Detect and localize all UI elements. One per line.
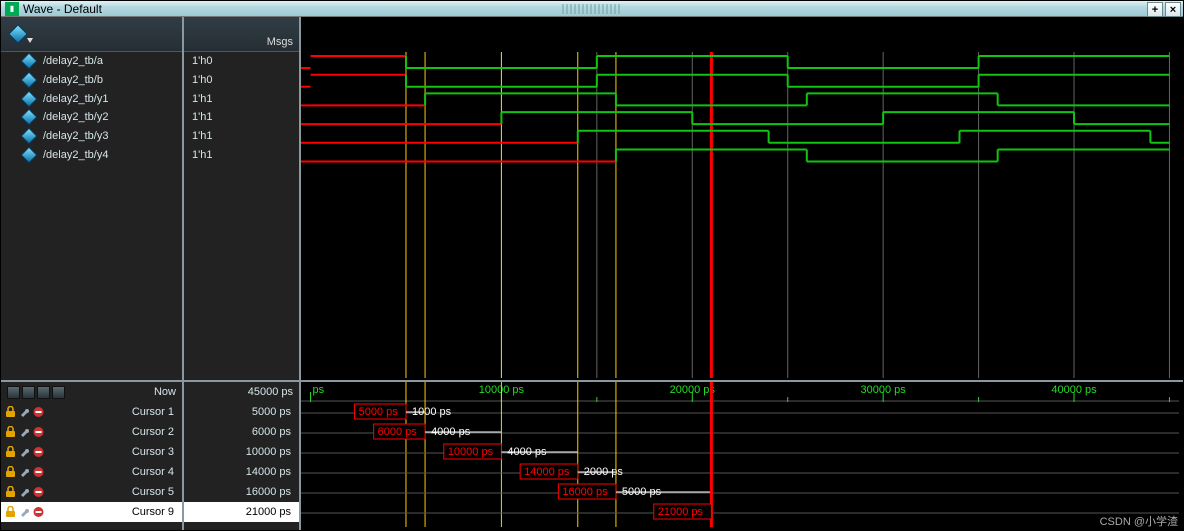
wrench-icon[interactable] xyxy=(19,506,30,518)
wrench-icon[interactable] xyxy=(19,406,30,418)
cursor-value: 16000 ps xyxy=(184,482,299,502)
signal-name: /delay2_tb/a xyxy=(43,55,103,67)
signal-value: 1'h0 xyxy=(184,71,299,90)
now-label: Now xyxy=(154,386,176,398)
remove-icon[interactable] xyxy=(33,506,44,518)
cursor-value: 6000 ps xyxy=(184,422,299,442)
app-icon: ▮ xyxy=(5,2,19,16)
svg-text:5000 ps: 5000 ps xyxy=(359,406,399,418)
svg-text:4000 ps: 4000 ps xyxy=(507,446,547,458)
maximize-button[interactable]: + xyxy=(1147,2,1163,17)
cursor-row[interactable]: Cursor 3 xyxy=(1,442,182,462)
svg-text:14000 ps: 14000 ps xyxy=(524,466,570,478)
cursor-label: Cursor 5 xyxy=(50,486,182,498)
cursor-label: Cursor 2 xyxy=(50,426,182,438)
wrench-icon[interactable] xyxy=(19,446,30,458)
signal-row[interactable]: /delay2_tb/y2 xyxy=(1,108,182,127)
signal-name: /delay2_tb/y3 xyxy=(43,130,108,142)
signal-row[interactable]: /delay2_tb/b xyxy=(1,71,182,90)
signal-value: 1'h1 xyxy=(184,145,299,164)
cursor-label: Cursor 1 xyxy=(50,406,182,418)
cursor-label: Cursor 4 xyxy=(50,466,182,478)
waveform-panel[interactable] xyxy=(301,17,1183,380)
cursor-labels-panel: Now Cursor 1 Cursor 2 Cursor 3 Cursor 4 xyxy=(1,382,184,530)
cursor-values-panel: 45000 ps 5000 ps6000 ps10000 ps14000 ps1… xyxy=(184,382,301,530)
tool-btn-2[interactable] xyxy=(22,386,35,399)
values-header: Msgs xyxy=(184,17,299,52)
wrench-icon[interactable] xyxy=(19,466,30,478)
window-title: Wave - Default xyxy=(23,2,102,16)
svg-text:4000 ps: 4000 ps xyxy=(431,426,471,438)
signal-name: /delay2_tb/y4 xyxy=(43,149,108,161)
cursor-row[interactable]: Cursor 4 xyxy=(1,462,182,482)
lock-icon[interactable] xyxy=(5,466,16,478)
svg-text:5000 ps: 5000 ps xyxy=(622,486,662,498)
svg-text:21000 ps: 21000 ps xyxy=(658,506,704,518)
svg-text:1000 ps: 1000 ps xyxy=(412,406,452,418)
remove-icon[interactable] xyxy=(33,406,44,418)
tool-btn-1[interactable] xyxy=(7,386,20,399)
signal-value: 1'h1 xyxy=(184,108,299,127)
titlebar-grip[interactable] xyxy=(562,4,622,14)
signal-name: /delay2_tb/y2 xyxy=(43,111,108,123)
cursor-row[interactable]: Cursor 9 xyxy=(1,502,182,522)
close-button[interactable]: × xyxy=(1165,2,1181,17)
lock-icon[interactable] xyxy=(5,406,16,418)
svg-text:6000 ps: 6000 ps xyxy=(378,426,418,438)
cursor-value: 21000 ps xyxy=(184,502,299,522)
signal-icon xyxy=(21,128,38,145)
svg-text:16000 ps: 16000 ps xyxy=(562,486,608,498)
remove-icon[interactable] xyxy=(33,466,44,478)
cursor-row[interactable]: Cursor 2 xyxy=(1,422,182,442)
tool-btn-4[interactable] xyxy=(52,386,65,399)
svg-text:10000 ps: 10000 ps xyxy=(448,446,494,458)
now-value-cell: 45000 ps xyxy=(184,382,299,402)
signal-row[interactable]: /delay2_tb/a xyxy=(1,52,182,71)
titlebar: ▮ Wave - Default + × xyxy=(1,1,1183,17)
signal-row[interactable]: /delay2_tb/y1 xyxy=(1,89,182,108)
signal-format-button[interactable] xyxy=(7,23,29,45)
cursor-tools-row: Now xyxy=(1,382,182,402)
lock-icon[interactable] xyxy=(5,506,16,518)
remove-icon[interactable] xyxy=(33,486,44,498)
signal-icon xyxy=(21,109,38,126)
signal-value: 1'h1 xyxy=(184,127,299,146)
cursor-value: 14000 ps xyxy=(184,462,299,482)
svg-text:ps: ps xyxy=(313,384,325,396)
wrench-icon[interactable] xyxy=(19,486,30,498)
wrench-icon[interactable] xyxy=(19,426,30,438)
remove-icon[interactable] xyxy=(33,446,44,458)
signal-value: 1'h1 xyxy=(184,89,299,108)
svg-text:40000 ps: 40000 ps xyxy=(1051,384,1097,396)
signal-name: /delay2_tb/b xyxy=(43,74,103,86)
svg-text:20000 ps: 20000 ps xyxy=(670,384,716,396)
signal-value: 1'h0 xyxy=(184,52,299,71)
cursor-value: 5000 ps xyxy=(184,402,299,422)
signals-panel: /delay2_tb/a/delay2_tb/b/delay2_tb/y1/de… xyxy=(1,17,184,380)
remove-icon[interactable] xyxy=(33,426,44,438)
signals-header xyxy=(1,17,182,52)
signal-name: /delay2_tb/y1 xyxy=(43,93,108,105)
signal-row[interactable]: /delay2_tb/y3 xyxy=(1,127,182,146)
cursor-label: Cursor 3 xyxy=(50,446,182,458)
cursor-row[interactable]: Cursor 5 xyxy=(1,482,182,502)
lock-icon[interactable] xyxy=(5,446,16,458)
tool-btn-3[interactable] xyxy=(37,386,50,399)
timeline-panel[interactable]: ps 10000 ps 20000 ps 30000 ps 40000 ps 5000 p… xyxy=(301,382,1183,530)
svg-text:2000 ps: 2000 ps xyxy=(584,466,624,478)
cursor-value: 10000 ps xyxy=(184,442,299,462)
signal-icon xyxy=(21,53,38,70)
lock-icon[interactable] xyxy=(5,486,16,498)
values-panel: Msgs 1'h01'h01'h11'h11'h11'h1 xyxy=(184,17,301,380)
signal-icon xyxy=(21,90,38,107)
lock-icon[interactable] xyxy=(5,426,16,438)
svg-text:30000 ps: 30000 ps xyxy=(861,384,907,396)
cursor-label: Cursor 9 xyxy=(50,506,182,518)
cursor-row[interactable]: Cursor 1 xyxy=(1,402,182,422)
signal-row[interactable]: /delay2_tb/y4 xyxy=(1,145,182,164)
signal-icon xyxy=(21,72,38,89)
signal-icon xyxy=(21,146,38,163)
